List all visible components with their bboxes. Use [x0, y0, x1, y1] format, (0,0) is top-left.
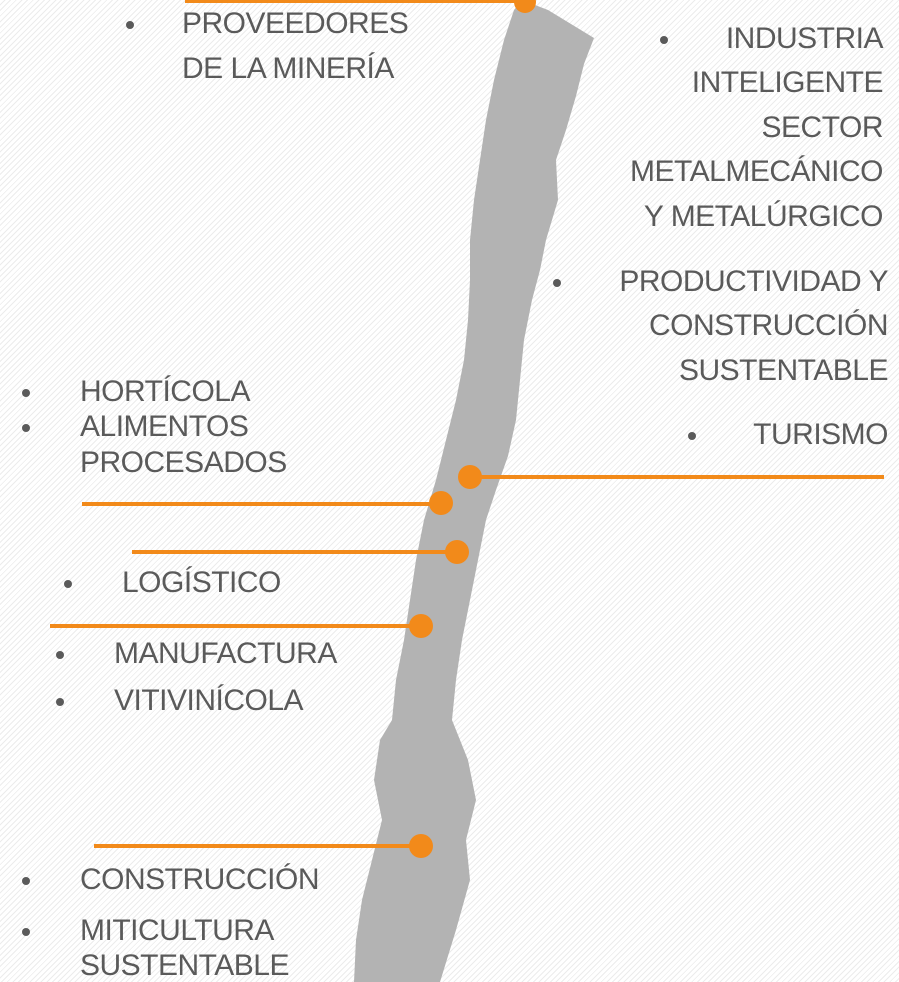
sector-label: LOGÍSTICO: [122, 566, 281, 599]
location-dot: [514, 0, 536, 13]
bullet: [64, 580, 72, 588]
bullet: [56, 651, 64, 659]
bullet: [22, 877, 30, 885]
location-dot: [429, 491, 453, 515]
sector-label: INTELIGENTE: [692, 66, 883, 99]
sector-label: TURISMO: [753, 418, 888, 451]
bullet: [22, 928, 30, 936]
sector-label: ALIMENTOS: [80, 410, 248, 443]
location-dot: [458, 465, 482, 489]
sector-label: INDUSTRIA: [726, 22, 884, 55]
sector-label: PRODUCTIVIDAD Y: [619, 265, 888, 298]
sector-label: SECTOR: [762, 111, 883, 144]
sector-label: Y METALÚRGICO: [644, 200, 883, 233]
bullet: [688, 432, 696, 440]
sector-label: MITICULTURA: [80, 914, 274, 947]
bullet: [56, 698, 64, 706]
sector-label: VITIVINÍCOLA: [114, 684, 304, 717]
bullet: [553, 279, 561, 287]
location-dot: [409, 614, 433, 638]
bullet: [126, 21, 134, 29]
sector-label: PROCESADOS: [80, 446, 287, 479]
sector-label: CONSTRUCCIÓN: [80, 863, 319, 896]
sector-label: SUSTENTABLE: [679, 354, 888, 387]
sector-label: CONSTRUCCIÓN: [649, 309, 888, 342]
location-dot: [445, 540, 469, 564]
sector-label: DE LA MINERÍA: [182, 52, 394, 85]
bullet: [22, 389, 30, 397]
bullet: [660, 36, 668, 44]
sector-label: MANUFACTURA: [114, 637, 337, 670]
sector-label: SUSTENTABLE: [80, 949, 289, 982]
sector-label: PROVEEDORES: [182, 7, 408, 40]
sector-label: HORTÍCOLA: [80, 375, 250, 408]
bullet: [22, 424, 30, 432]
location-dot: [409, 834, 433, 858]
sector-label: METALMECÁNICO: [630, 155, 883, 188]
chile-map: [354, 0, 594, 982]
